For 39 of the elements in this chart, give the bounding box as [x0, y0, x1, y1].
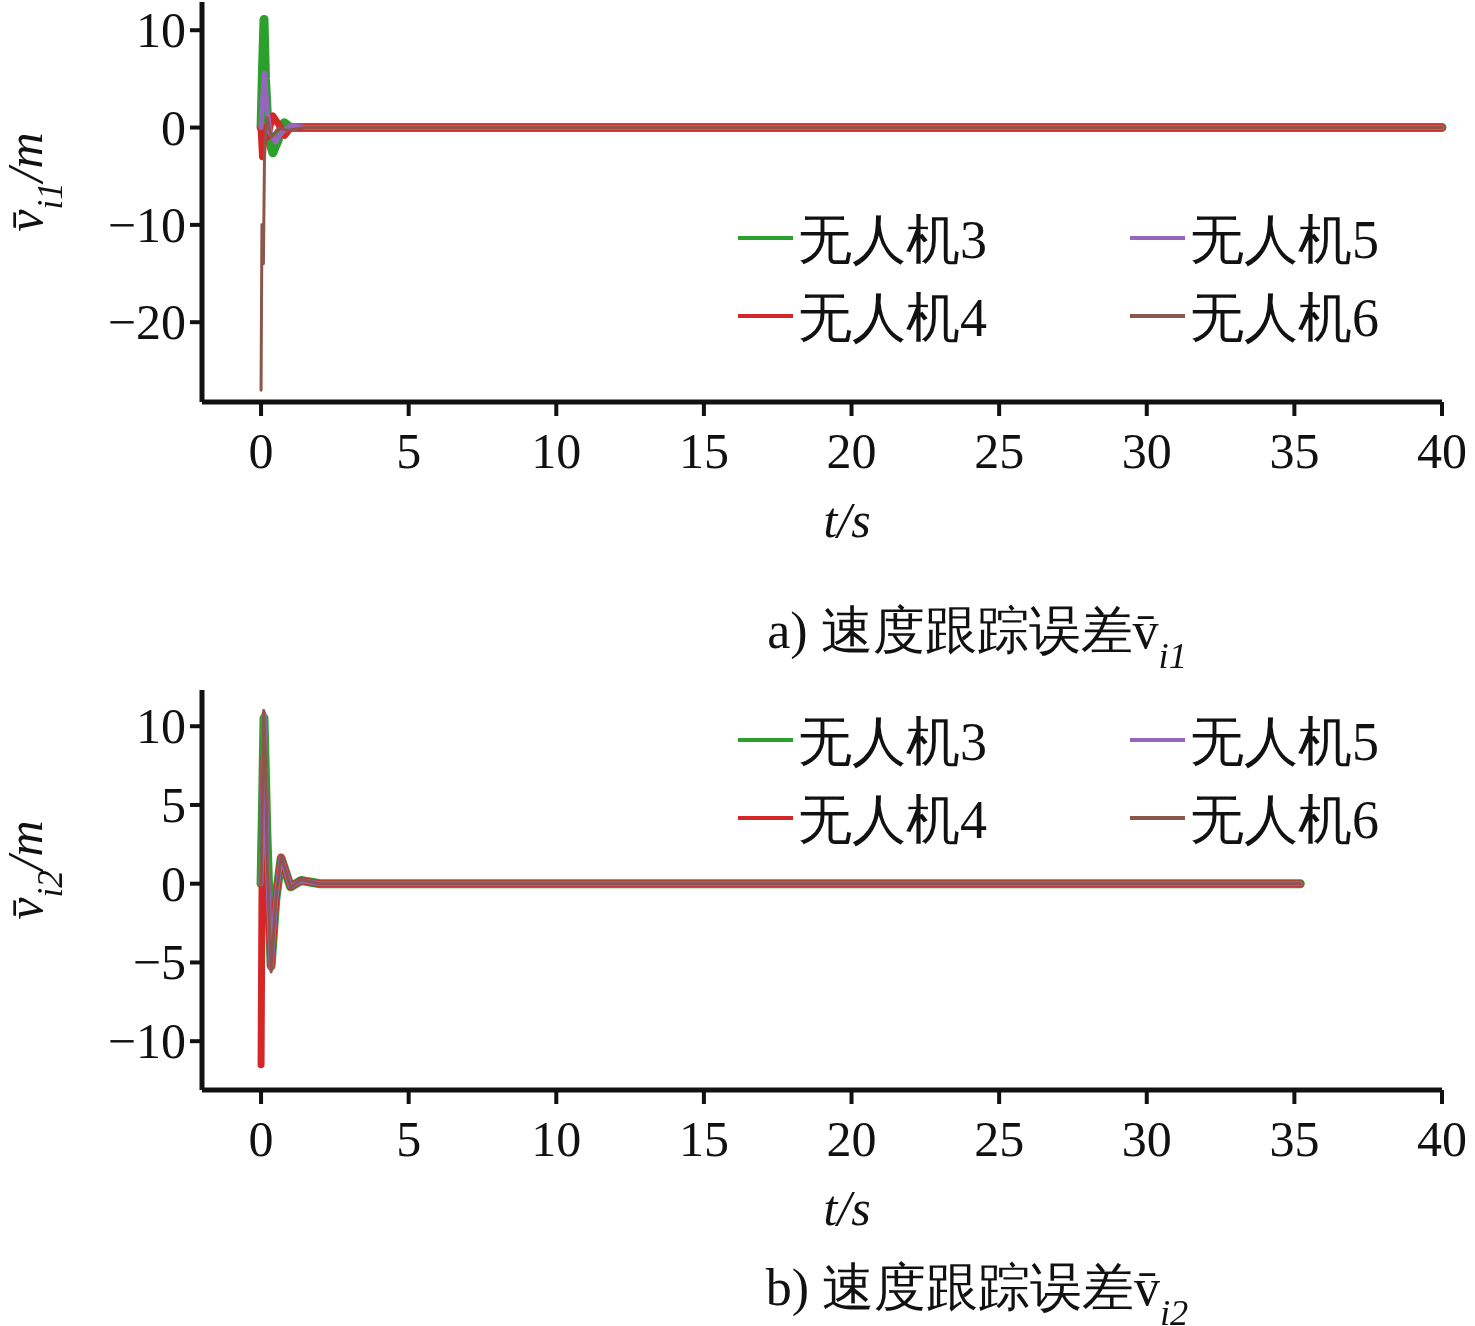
y-tick-label: −10 [107, 1013, 186, 1070]
text: b) 速度跟踪误差v̄$_{i2}$ [765, 1259, 1189, 1326]
legend-label: 无人机5 [1190, 210, 1379, 270]
x-tick-label: 5 [396, 1111, 422, 1167]
legend-label: 无人机3 [798, 712, 987, 772]
x-tick-label: 15 [678, 1111, 729, 1167]
x-tick-label: 10 [531, 423, 582, 479]
x-axis-title: t/s [823, 1180, 871, 1236]
x-axis-title: t/s [823, 492, 871, 548]
x-tick-label: 30 [1121, 423, 1172, 479]
x-tick-label: 10 [531, 1111, 582, 1167]
y-tick-label: −20 [107, 294, 186, 351]
legend-label: 无人机5 [1190, 712, 1379, 772]
y-tick-label: −10 [107, 196, 186, 253]
y-tick-label: 5 [161, 776, 186, 833]
x-tick-label: 35 [1269, 423, 1320, 479]
x-tick-label: 20 [826, 1111, 877, 1167]
y-tick-label: −5 [132, 934, 186, 991]
text: a) 速度跟踪误差v̄$_{i1}$ [767, 602, 1187, 676]
y-tick-label: 10 [136, 698, 186, 755]
y-tick-label: 0 [161, 855, 186, 912]
x-tick-label: 0 [248, 1111, 274, 1167]
x-tick-label: 40 [1417, 423, 1467, 479]
legend-label: 无人机3 [798, 210, 987, 270]
y-tick-label: 10 [136, 2, 186, 59]
legend-label: 无人机6 [1190, 288, 1379, 348]
x-tick-label: 30 [1121, 1111, 1172, 1167]
x-tick-label: 25 [974, 1111, 1025, 1167]
x-tick-label: 25 [974, 423, 1025, 479]
y-tick-label: 0 [161, 99, 186, 156]
x-tick-label: 0 [248, 423, 274, 479]
legend-label: 无人机6 [1190, 790, 1379, 850]
x-tick-label: 5 [396, 423, 422, 479]
x-tick-label: 20 [826, 423, 877, 479]
x-tick-label: 40 [1417, 1111, 1467, 1167]
x-tick-label: 35 [1269, 1111, 1320, 1167]
x-tick-label: 15 [678, 423, 729, 479]
legend-label: 无人机4 [798, 790, 987, 850]
legend-label: 无人机4 [798, 288, 987, 348]
